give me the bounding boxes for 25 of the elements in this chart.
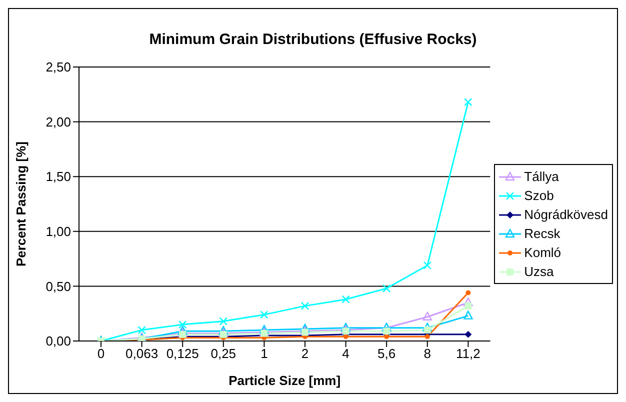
y-axis-title: Percent Passing [%] (14, 142, 29, 266)
x-tick-label: 0,063 (126, 346, 158, 362)
x-tick-label: 11,2 (456, 346, 480, 362)
legend-label: Uzsa (524, 263, 554, 280)
legend-label: Szob (524, 187, 554, 204)
legend-label: Komló (524, 244, 562, 261)
legend-label: Recsk (524, 225, 560, 242)
x-axis-title: Particle Size [mm] (228, 373, 341, 388)
x-tick-label: 0 (97, 346, 105, 362)
x-tick-label: 1 (260, 346, 268, 362)
x-tick-label: 5,6 (378, 346, 396, 362)
y-tick-label: 1,50 (46, 169, 71, 184)
legend-label: Nógrádkövesd (524, 206, 608, 223)
x-tick-label: 8 (424, 346, 431, 362)
chart-title: Minimum Grain Distributions (Effusive Rocks) (148, 31, 478, 50)
y-tick-label: 1,00 (46, 224, 71, 240)
y-tick-label: 0,50 (46, 278, 71, 294)
y-tick-label: 2,00 (46, 114, 71, 130)
x-tick-label: 4 (342, 346, 350, 362)
legend-label: Tállya (524, 168, 559, 185)
y-tick-label: 0,00 (46, 334, 71, 349)
x-tick-label: 0,125 (166, 346, 199, 362)
x-tick-label: 2 (301, 346, 309, 362)
y-tick-label: 2,50 (46, 60, 71, 75)
x-tick-label: 0,25 (210, 346, 236, 362)
